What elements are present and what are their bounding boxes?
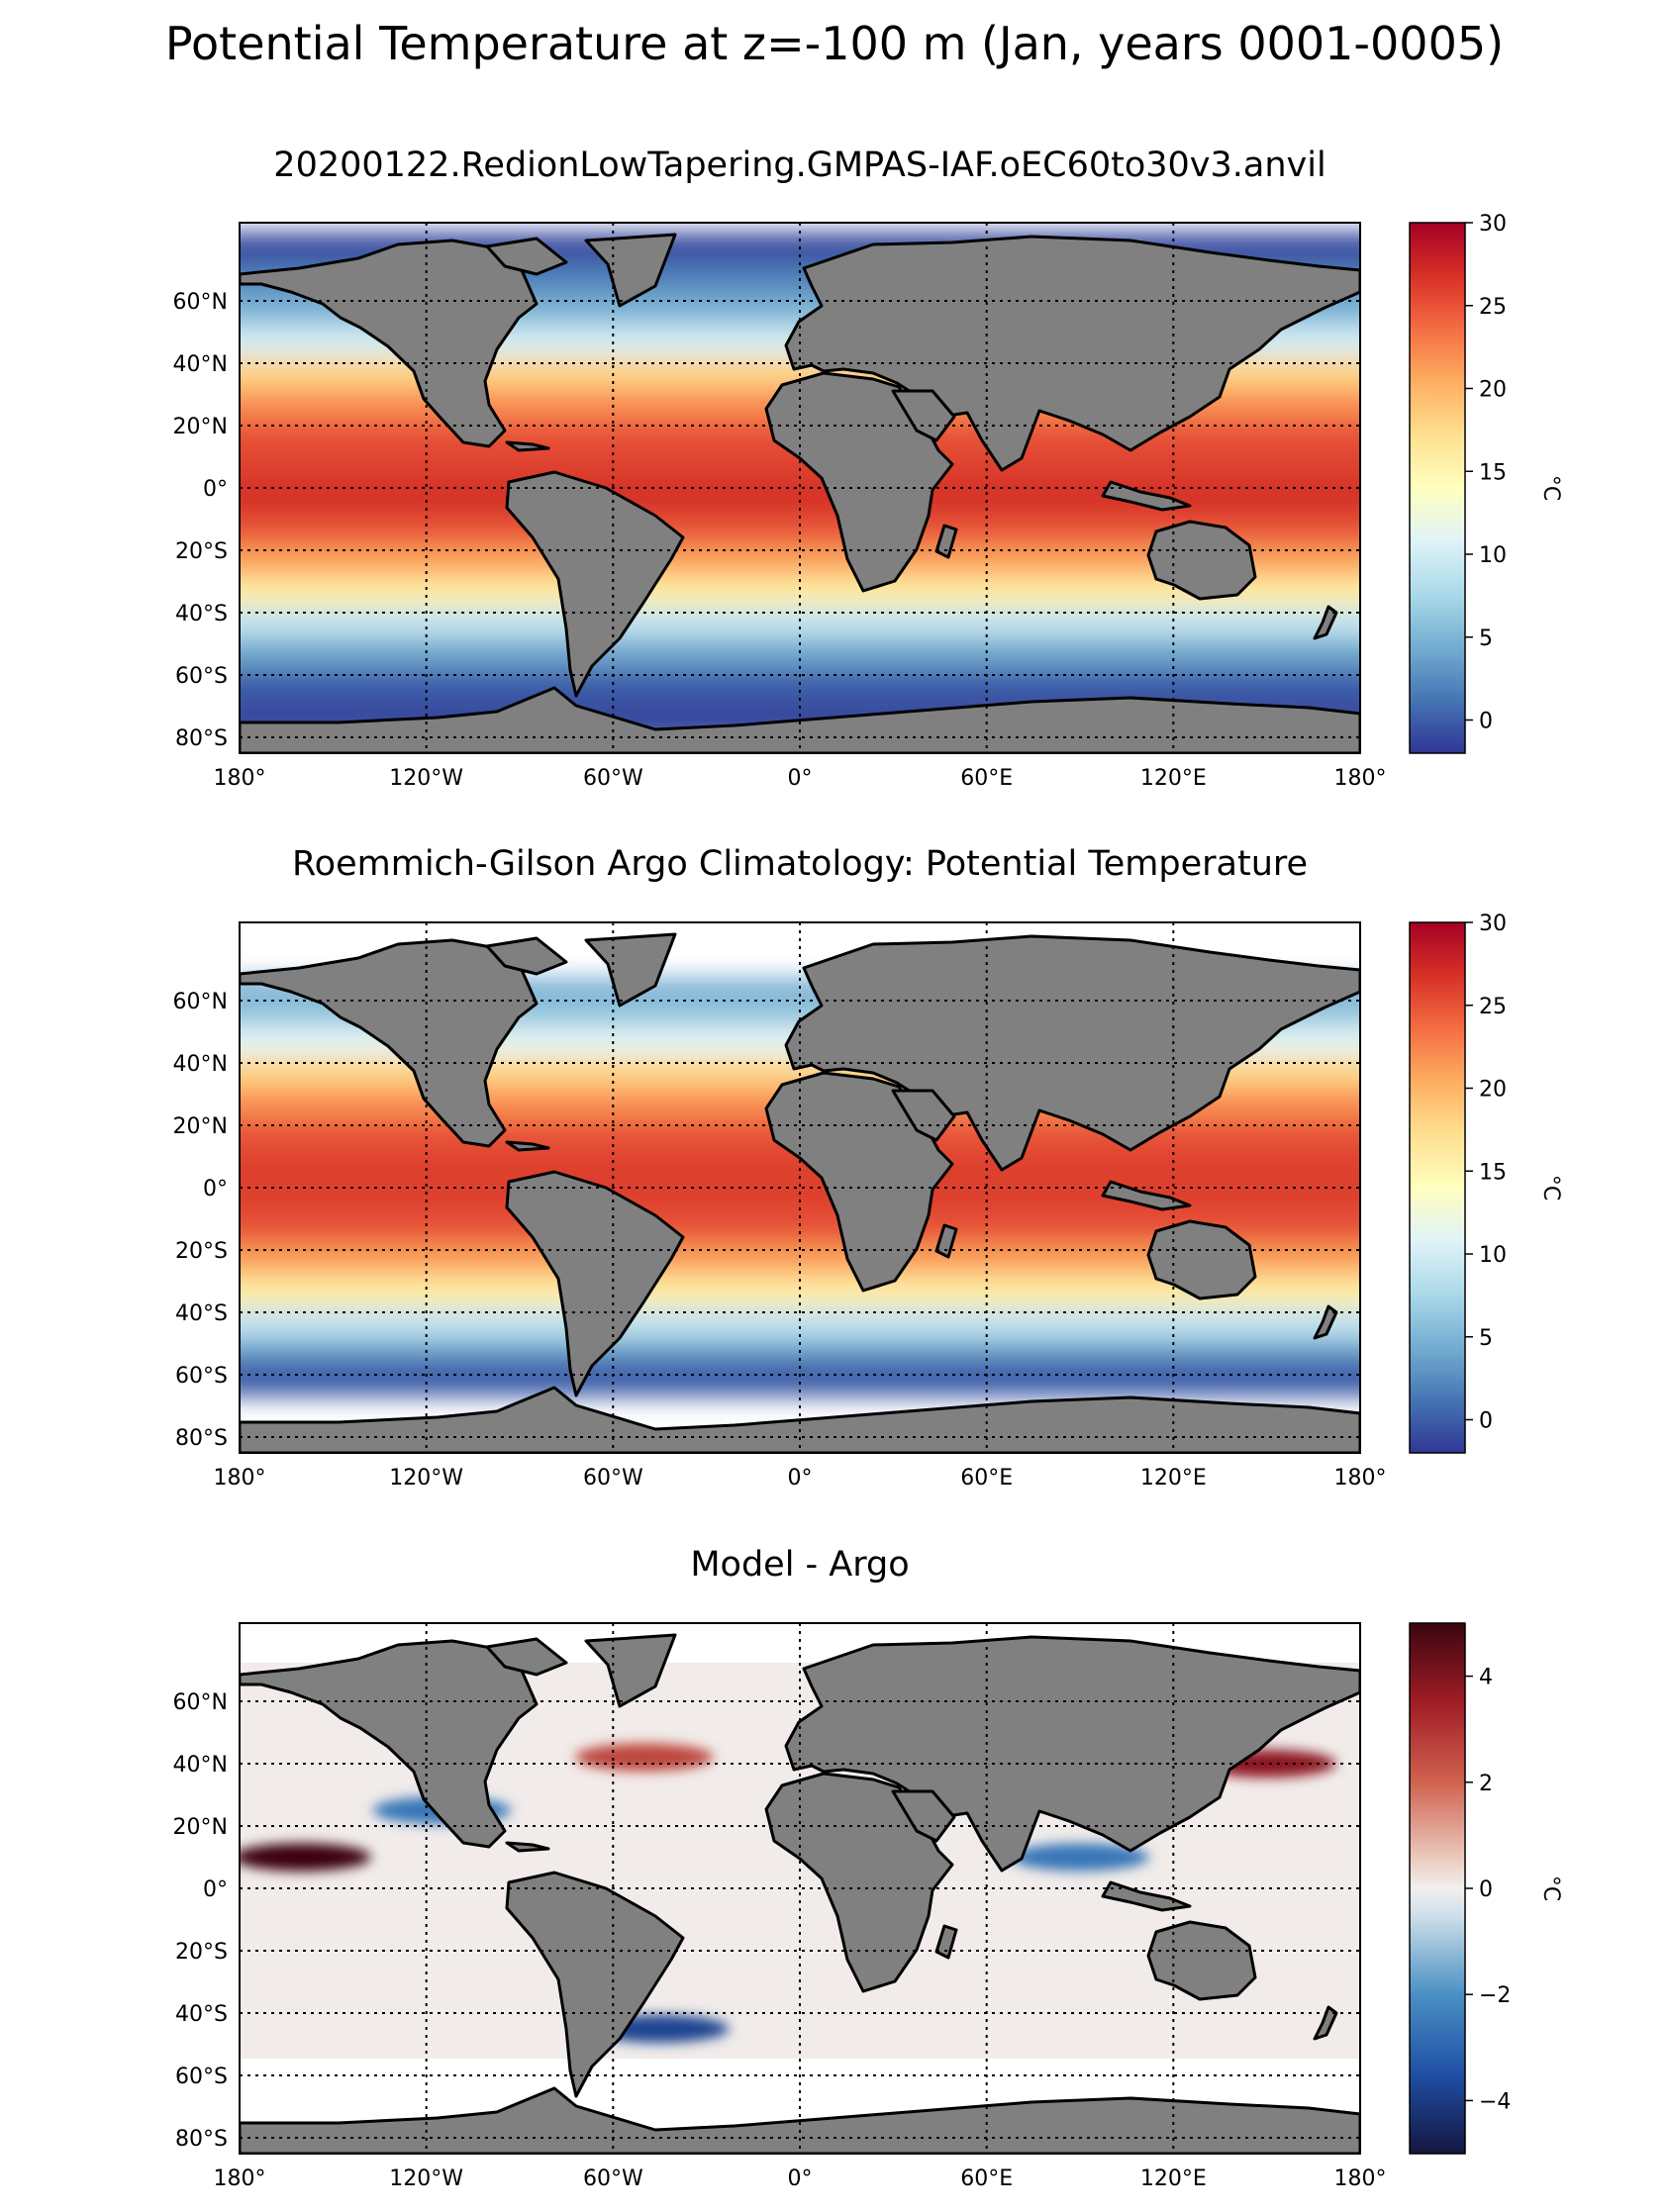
colorbar-tick-label: 10 — [1479, 1243, 1507, 1268]
panel-1-colorbar: 0 5 10 15 20 25 30 °C — [1409, 212, 1563, 754]
x-tick-label: 0° — [788, 2166, 813, 2191]
y-tick-label: 0° — [203, 1877, 228, 1902]
y-tick-label: 60°S — [175, 1364, 228, 1389]
colorbar-tick-label: 2 — [1479, 1772, 1493, 1796]
panel-1-frame — [239, 222, 1361, 754]
bias-feature — [574, 1743, 714, 1772]
x-tick-label: 180° — [214, 2166, 266, 2191]
colorbar-tick-label: 20 — [1479, 1078, 1507, 1103]
x-tick-label: 60°W — [583, 1466, 643, 1491]
colorbar-tick-label: 0 — [1479, 1409, 1493, 1434]
y-tick-label: 80°S — [175, 2127, 228, 2152]
y-tick-label: 0° — [203, 477, 228, 502]
colorbar-tick-label: 0 — [1479, 710, 1493, 734]
x-tick-label: 120°W — [389, 766, 463, 791]
x-tick-label: 60°E — [960, 1466, 1013, 1491]
panel-1-title: 20200122.RedionLowTapering.GMPAS-IAF.oEC… — [273, 145, 1325, 185]
x-tick-label: 0° — [788, 1466, 813, 1491]
y-tick-label: 80°S — [175, 726, 228, 751]
y-tick-label: 0° — [203, 1177, 228, 1202]
y-tick-label: 60°N — [173, 290, 228, 315]
panel-3-title: Model - Argo — [690, 1545, 909, 1585]
y-tick-label: 20°N — [173, 1114, 228, 1139]
panel-difference: Model - Argo 180° 120°W 60°W 0° 60°E 120°E 180… — [173, 1545, 1563, 2191]
x-tick-label: 60°E — [960, 766, 1013, 791]
panel-3-colorbar-label: °C — [1538, 1875, 1563, 1901]
panel-1-colorbar-label: °C — [1538, 475, 1563, 501]
colorbar-tick-label: 0 — [1479, 1877, 1493, 1902]
panel-2-title: Roemmich-Gilson Argo Climatology: Potent… — [292, 844, 1308, 884]
y-tick-label: 60°S — [175, 664, 228, 689]
colorbar-tick-label: 25 — [1479, 295, 1507, 320]
x-tick-label: 180° — [1334, 2166, 1387, 2191]
x-tick-label: 120°W — [389, 1466, 463, 1491]
colorbar-tick-label: 10 — [1479, 543, 1507, 568]
y-tick-label: 60°S — [175, 2065, 228, 2089]
colorbar-tick-label: −4 — [1479, 2089, 1511, 2114]
colorbar-tick-label: 4 — [1479, 1666, 1493, 1690]
y-tick-label: 80°S — [175, 1426, 228, 1451]
x-tick-label: 60°W — [583, 766, 643, 791]
x-tick-label: 180° — [1334, 766, 1387, 791]
x-tick-label: 0° — [788, 766, 813, 791]
panel-2-tick-labels: 180° 120°W 60°W 0° 60°E 120°E 180° 60°N 40°N 20°N… — [173, 990, 1387, 1491]
panel-argo: Roemmich-Gilson Argo Climatology: Potent… — [173, 844, 1563, 1491]
y-tick-label: 20°S — [175, 1239, 228, 1264]
panel-model: 20200122.RedionLowTapering.GMPAS-IAF.oEC… — [173, 145, 1563, 791]
y-tick-label: 40°N — [173, 1052, 228, 1077]
y-tick-label: 40°S — [175, 602, 228, 626]
x-tick-label: 180° — [214, 766, 266, 791]
panel-2-colorbar: 0 5 10 15 20 25 30 °C — [1409, 912, 1563, 1454]
panel-1-colorbar-gradient — [1409, 222, 1466, 754]
panel-2-colorbar-gradient — [1409, 921, 1466, 1454]
y-tick-label: 40°S — [175, 2002, 228, 2027]
x-tick-label: 180° — [1334, 1466, 1387, 1491]
bias-feature — [1011, 1843, 1149, 1872]
y-tick-label: 60°N — [173, 990, 228, 1014]
x-tick-label: 120°E — [1140, 766, 1207, 791]
colorbar-tick-label: −2 — [1479, 1983, 1511, 2008]
x-tick-label: 60°W — [583, 2166, 643, 2191]
y-tick-label: 20°N — [173, 415, 228, 439]
panel-3-frame — [239, 1622, 1361, 2155]
x-tick-label: 120°E — [1140, 2166, 1207, 2191]
panel-3-tick-labels: 180° 120°W 60°W 0° 60°E 120°E 180° 60°N 40°N 20°N… — [173, 1690, 1387, 2191]
colorbar-tick-label: 25 — [1479, 995, 1507, 1019]
bias-feature — [240, 1843, 371, 1872]
y-tick-label: 60°N — [173, 1690, 228, 1715]
colorbar-tick-label: 15 — [1479, 460, 1507, 485]
y-tick-label: 20°S — [175, 539, 228, 564]
colorbar-tick-label: 5 — [1479, 1326, 1493, 1351]
colorbar-tick-label: 15 — [1479, 1160, 1507, 1185]
panel-2-colorbar-label: °C — [1538, 1175, 1563, 1201]
y-tick-label: 20°N — [173, 1815, 228, 1840]
panel-1-tick-labels: 180° 120°W 60°W 0° 60°E 120°E 180° 60°N 40°N 20°N… — [173, 290, 1387, 791]
x-tick-label: 180° — [214, 1466, 266, 1491]
x-tick-label: 60°E — [960, 2166, 1013, 2191]
x-tick-label: 120°W — [389, 2166, 463, 2191]
figure-suptitle: Potential Temperature at z=-100 m (Jan, … — [165, 17, 1504, 70]
colorbar-tick-label: 30 — [1479, 212, 1507, 237]
y-tick-label: 20°S — [175, 1940, 228, 1965]
colorbar-tick-label: 20 — [1479, 378, 1507, 403]
y-tick-label: 40°N — [173, 1753, 228, 1778]
panel-3-colorbar-gradient — [1409, 1622, 1466, 2155]
panel-2-frame — [239, 921, 1361, 1454]
y-tick-label: 40°N — [173, 352, 228, 377]
x-tick-label: 120°E — [1140, 1466, 1207, 1491]
colorbar-tick-label: 5 — [1479, 626, 1493, 651]
y-tick-label: 40°S — [175, 1301, 228, 1326]
colorbar-tick-label: 30 — [1479, 912, 1507, 936]
panel-3-colorbar: −4 −2 0 2 4 °C — [1409, 1622, 1563, 2155]
